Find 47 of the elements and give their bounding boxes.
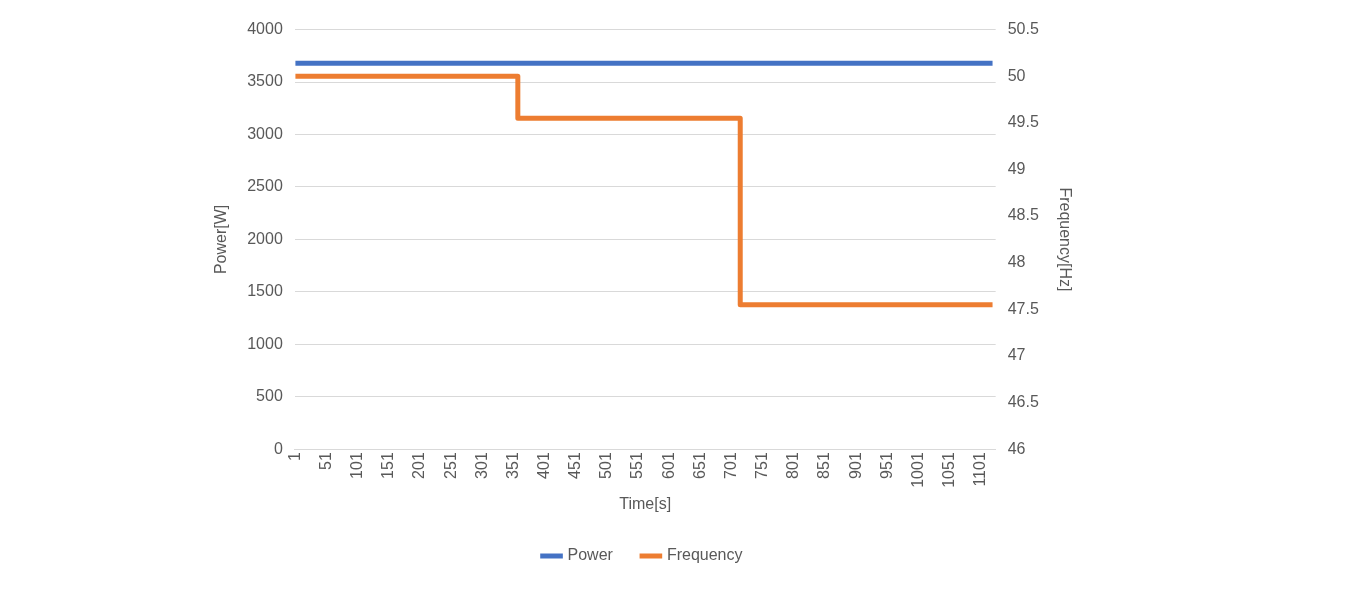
x-tick-label: 1 bbox=[285, 452, 303, 462]
y-tick-label: 1000 bbox=[247, 334, 283, 352]
x-tick-label: 101 bbox=[348, 452, 366, 479]
x-tick-label: 751 bbox=[753, 452, 771, 479]
y2-tick-label: 46 bbox=[1007, 439, 1026, 457]
x-axis-title: Time[s] bbox=[619, 494, 672, 512]
y2-tick-label: 49.5 bbox=[1007, 113, 1039, 131]
x-tick-label: 1101 bbox=[971, 452, 989, 487]
y-tick-label: 2500 bbox=[247, 177, 283, 195]
legend-label: Frequency bbox=[666, 546, 743, 564]
x-tick-label: 851 bbox=[815, 452, 833, 479]
y2-tick-label: 48 bbox=[1007, 253, 1026, 271]
x-tick-label: 451 bbox=[566, 452, 584, 479]
x-tick-label: 401 bbox=[535, 452, 553, 479]
y2-tick-label: 47.5 bbox=[1007, 299, 1039, 317]
y-tick-label: 2000 bbox=[247, 229, 283, 247]
x-tick-label: 651 bbox=[690, 452, 708, 479]
x-tick-label: 51 bbox=[316, 452, 334, 470]
y2-axis-title: Frequency[Hz] bbox=[1056, 187, 1074, 292]
y-tick-label: 500 bbox=[256, 387, 283, 405]
x-tick-label: 201 bbox=[410, 452, 428, 479]
x-tick-label: 501 bbox=[597, 452, 615, 479]
x-tick-label: 351 bbox=[503, 452, 521, 479]
y-tick-label: 1500 bbox=[247, 282, 283, 300]
x-tick-label: 901 bbox=[846, 452, 864, 479]
x-tick-label: 1001 bbox=[908, 452, 926, 488]
x-tick-label: 951 bbox=[877, 452, 895, 479]
y-tick-label: 3500 bbox=[247, 72, 283, 90]
x-tick-label: 301 bbox=[472, 452, 490, 479]
y2-tick-label: 46.5 bbox=[1007, 392, 1039, 410]
y2-tick-label: 47 bbox=[1007, 346, 1026, 364]
x-tick-label: 151 bbox=[379, 452, 397, 479]
y-tick-label: 3000 bbox=[247, 124, 283, 142]
y-axis-title: Power[W] bbox=[212, 204, 230, 275]
x-tick-label: 701 bbox=[721, 452, 739, 479]
y2-tick-label: 48.5 bbox=[1007, 206, 1039, 224]
x-tick-label: 1051 bbox=[939, 452, 957, 488]
y-tick-label: 4000 bbox=[247, 20, 283, 38]
x-tick-label: 551 bbox=[628, 452, 646, 479]
x-tick-label: 801 bbox=[784, 452, 802, 479]
y2-tick-label: 50 bbox=[1007, 66, 1026, 84]
y-tick-label: 0 bbox=[273, 439, 283, 457]
x-tick-label: 601 bbox=[659, 452, 677, 479]
y2-tick-label: 50.5 bbox=[1007, 20, 1039, 38]
legend-label: Power bbox=[567, 546, 614, 564]
x-tick-label: 251 bbox=[441, 452, 459, 479]
y2-tick-label: 49 bbox=[1007, 159, 1026, 177]
